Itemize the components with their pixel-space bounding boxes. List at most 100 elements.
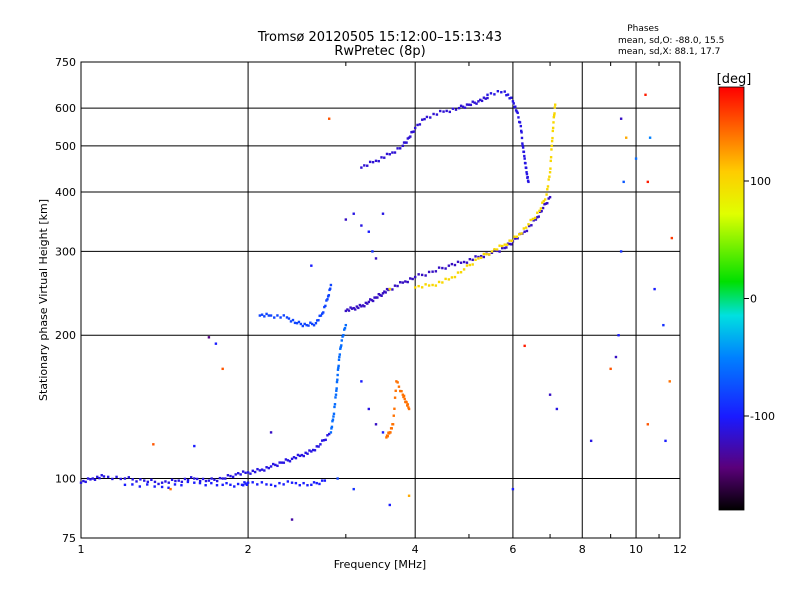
data-point	[381, 292, 385, 295]
data-point	[473, 101, 476, 104]
data-point	[448, 110, 451, 114]
data-point	[447, 264, 451, 267]
data-point	[160, 485, 164, 489]
data-point	[269, 431, 273, 434]
data-point	[515, 235, 519, 238]
data-point	[355, 305, 358, 308]
data-point	[549, 167, 552, 170]
data-point	[495, 248, 499, 251]
data-point	[609, 367, 612, 371]
data-point	[239, 473, 242, 476]
data-point	[119, 477, 122, 481]
data-point	[444, 277, 447, 281]
data-point	[523, 154, 526, 158]
data-point	[468, 257, 472, 261]
data-point	[500, 244, 504, 248]
data-point	[543, 203, 546, 206]
data-point	[272, 462, 275, 466]
data-point	[221, 477, 224, 480]
data-point	[367, 300, 371, 304]
data-point	[548, 171, 552, 174]
data-point	[340, 344, 343, 347]
data-point	[546, 201, 549, 205]
data-point	[225, 481, 228, 485]
data-point	[193, 444, 196, 448]
data-point	[337, 358, 341, 361]
data-point	[373, 296, 376, 299]
data-point	[471, 258, 474, 262]
data-point	[350, 307, 354, 310]
data-point	[312, 324, 316, 327]
data-point	[525, 172, 529, 176]
data-point	[407, 494, 411, 497]
phase-stats-line1: mean, sd,O: -88.0, 15.5	[618, 36, 724, 46]
data-point	[462, 260, 466, 264]
data-point	[431, 270, 434, 273]
data-point	[385, 436, 388, 439]
data-point	[405, 401, 408, 404]
data-point	[282, 314, 285, 317]
data-point	[377, 159, 380, 163]
data-point	[240, 483, 244, 487]
data-point	[352, 212, 355, 215]
data-point	[389, 431, 392, 434]
data-point	[218, 476, 222, 480]
data-point	[296, 453, 300, 457]
chart-title: Tromsø 20120505 15:12:00–15:13:43	[257, 30, 502, 45]
data-point	[417, 284, 420, 288]
data-point	[388, 153, 391, 156]
y-tick-label: 200	[55, 329, 76, 342]
data-point	[550, 144, 553, 148]
data-point	[393, 396, 397, 399]
data-point	[510, 96, 513, 99]
data-point	[170, 478, 174, 481]
data-point	[646, 423, 650, 426]
data-point	[541, 206, 545, 210]
data-point	[251, 481, 254, 484]
data-point	[477, 100, 480, 103]
data-point	[332, 412, 336, 415]
data-point	[406, 137, 410, 140]
data-point	[231, 475, 235, 479]
data-point	[388, 287, 391, 291]
data-point	[388, 503, 391, 507]
data-point	[160, 481, 164, 484]
data-point	[399, 281, 402, 284]
data-point	[276, 314, 279, 317]
data-point	[153, 480, 157, 484]
data-point	[169, 487, 172, 491]
data-point	[347, 309, 351, 312]
data-point	[538, 209, 541, 213]
data-point	[282, 461, 286, 464]
data-point	[553, 103, 557, 106]
data-point	[242, 484, 245, 487]
data-point	[467, 103, 471, 106]
data-point	[338, 353, 342, 356]
data-point	[260, 481, 264, 484]
data-point	[131, 478, 134, 481]
data-point	[397, 385, 401, 388]
data-point	[529, 218, 532, 222]
data-point	[489, 92, 493, 95]
x-tick-label: 8	[579, 543, 586, 556]
data-point	[520, 136, 524, 140]
data-point	[471, 263, 474, 266]
data-point	[294, 481, 298, 485]
data-point	[307, 324, 310, 327]
data-point	[364, 301, 368, 305]
data-point	[186, 480, 190, 484]
data-point	[402, 394, 406, 398]
data-point	[520, 129, 523, 133]
data-point	[336, 378, 339, 381]
data-point	[479, 254, 483, 258]
data-point	[634, 157, 638, 160]
x-axis-label: Frequency [MHz]	[334, 558, 426, 571]
data-point	[409, 277, 412, 280]
data-point	[331, 418, 335, 421]
data-point	[302, 481, 305, 485]
data-point	[98, 476, 101, 480]
data-point	[308, 449, 311, 452]
data-point	[346, 308, 349, 311]
